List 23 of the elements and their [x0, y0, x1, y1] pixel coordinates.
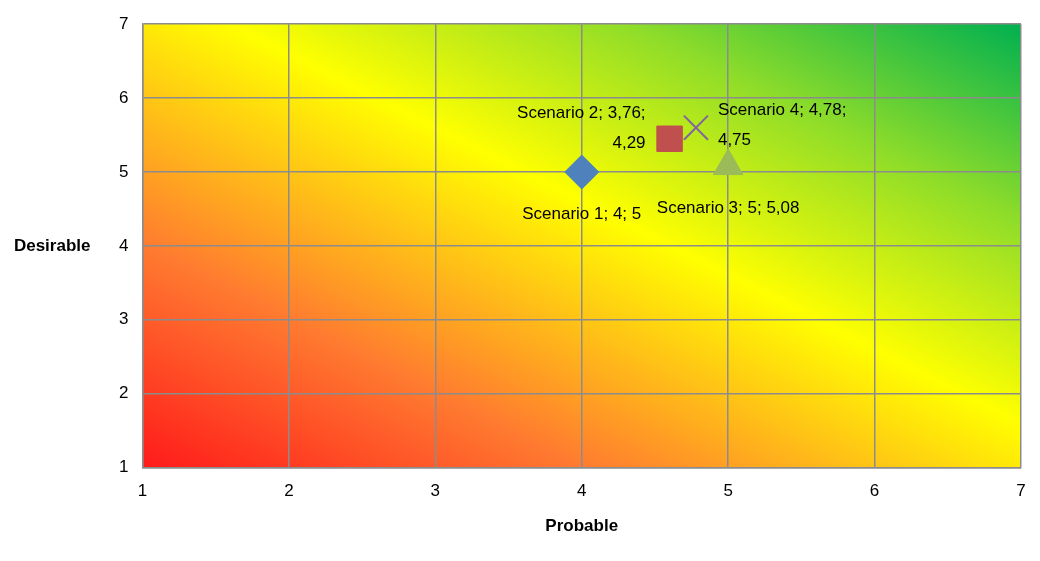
point — [682, 114, 709, 141]
annotation: Scenario 3; 5; 5,08 — [656, 197, 800, 217]
x-tick-label: 5 — [723, 481, 733, 501]
y-tick-label: 3 — [118, 309, 129, 329]
y-axis-title: Desirable — [13, 235, 91, 255]
x-axis-title: Probable — [545, 515, 619, 535]
y-tick-label: 5 — [118, 161, 129, 181]
x-tick-label: 6 — [869, 481, 880, 501]
y-tick-label: 7 — [118, 13, 129, 33]
y-tick-label: 6 — [118, 87, 129, 107]
x-tick-label: 2 — [284, 481, 294, 501]
annotation: Scenario 4; 4,78; 4,75 — [717, 100, 847, 150]
y-tick-label: 4 — [118, 235, 129, 255]
x-tick-label: 7 — [1016, 481, 1026, 501]
point — [564, 154, 600, 190]
x-tick-label: 4 — [576, 481, 587, 501]
point — [656, 125, 683, 152]
y-tick-label: 2 — [118, 383, 129, 403]
annotation: Scenario 1; 4; 5 — [522, 203, 642, 223]
x-tick-label: 1 — [137, 481, 148, 501]
annotation: Scenario 2; 3,76; 4,29 — [517, 103, 646, 153]
x-tick-label: 3 — [430, 481, 441, 501]
y-tick-label: 1 — [118, 457, 129, 477]
